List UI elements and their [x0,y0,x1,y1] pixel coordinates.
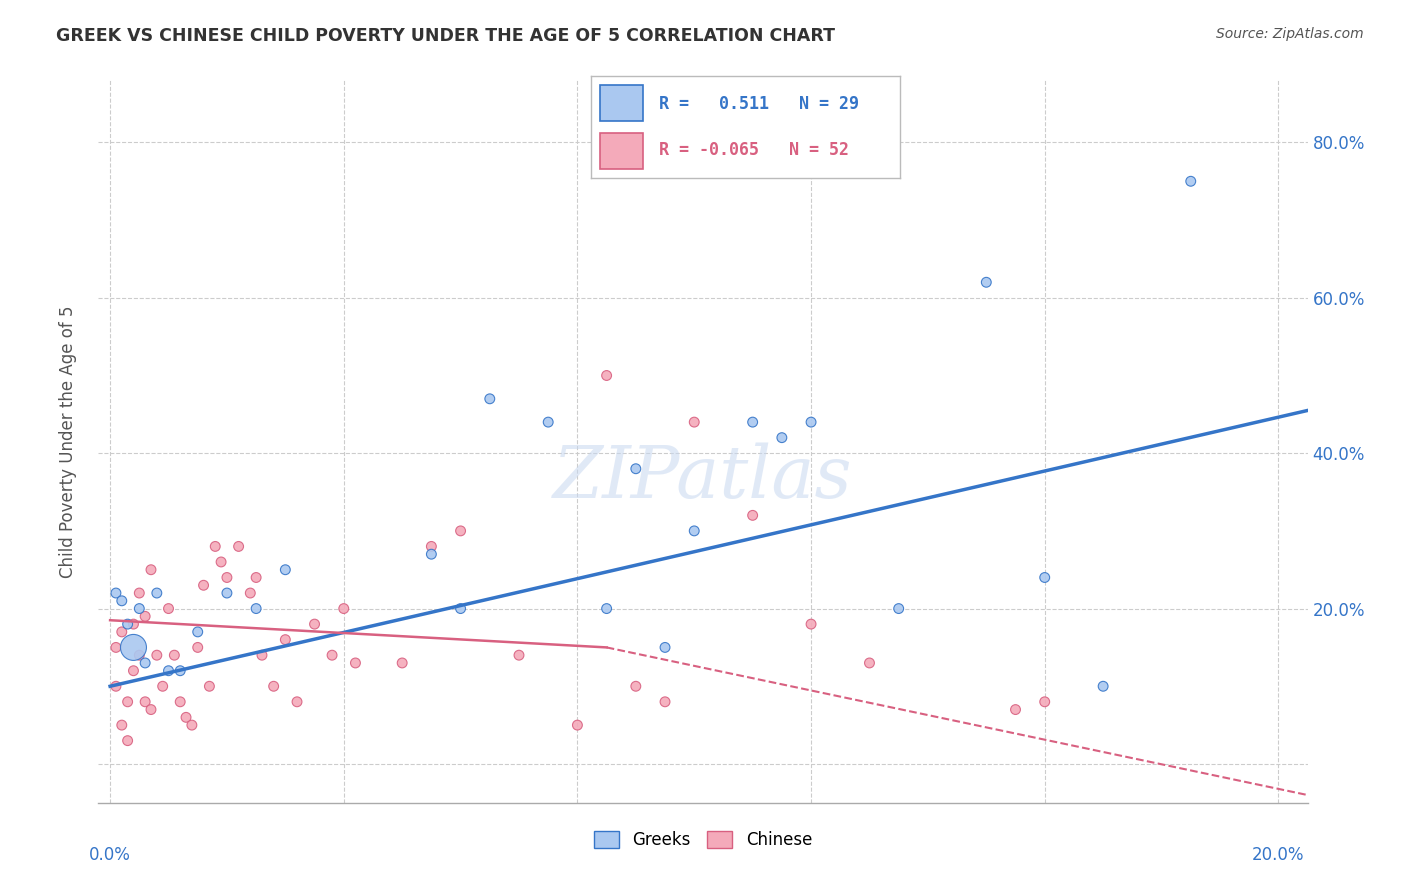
FancyBboxPatch shape [600,85,643,121]
Point [741,415,763,429]
Text: ZIPatlas: ZIPatlas [553,442,853,513]
Point [128,601,150,615]
Point [770,431,793,445]
Point [139,702,162,716]
Point [215,586,238,600]
Point [1033,570,1056,584]
Point [169,695,191,709]
Point [187,624,209,639]
Point [420,547,443,561]
Point [450,601,472,615]
Point [204,540,226,554]
Point [215,570,238,584]
Point [683,524,706,538]
Point [163,648,186,663]
Point [595,601,617,615]
Point [567,718,589,732]
Point [245,570,267,584]
Point [285,695,308,709]
Point [174,710,197,724]
Text: R =   0.511   N = 29: R = 0.511 N = 29 [658,95,859,112]
Point [654,695,676,709]
Point [450,524,472,538]
Point [157,664,180,678]
Text: R = -0.065   N = 52: R = -0.065 N = 52 [658,141,849,159]
Point [887,601,910,615]
Point [139,563,162,577]
Point [104,679,127,693]
Point [800,617,823,632]
Point [146,648,169,663]
Point [228,540,250,554]
Point [117,733,139,747]
Point [245,601,267,615]
Point [104,586,127,600]
Point [274,563,297,577]
Point [134,609,156,624]
Point [321,648,343,663]
Point [146,586,169,600]
Text: 20.0%: 20.0% [1253,846,1305,863]
Text: Source: ZipAtlas.com: Source: ZipAtlas.com [1216,27,1364,41]
Point [122,664,145,678]
Point [134,695,156,709]
Point [332,601,354,615]
Point [624,461,647,475]
Point [274,632,297,647]
Point [250,648,273,663]
Text: GREEK VS CHINESE CHILD POVERTY UNDER THE AGE OF 5 CORRELATION CHART: GREEK VS CHINESE CHILD POVERTY UNDER THE… [56,27,835,45]
Point [111,594,134,608]
Point [122,640,145,655]
Point [169,664,191,678]
Point [391,656,413,670]
Point [595,368,617,383]
Point [117,695,139,709]
Point [111,718,134,732]
Point [800,415,823,429]
Point [134,656,156,670]
Point [128,648,150,663]
Point [537,415,560,429]
Point [180,718,202,732]
Point [122,617,145,632]
Point [111,624,134,639]
Point [193,578,215,592]
Point [1033,695,1056,709]
Point [187,640,209,655]
Point [420,540,443,554]
Point [1092,679,1115,693]
Point [741,508,763,523]
Point [683,415,706,429]
Point [624,679,647,693]
Point [157,601,180,615]
Point [654,640,676,655]
FancyBboxPatch shape [600,133,643,169]
Point [1180,174,1202,188]
Point [508,648,530,663]
Point [344,656,367,670]
Point [478,392,501,406]
Point [128,586,150,600]
Y-axis label: Child Poverty Under the Age of 5: Child Poverty Under the Age of 5 [59,305,77,578]
Point [263,679,285,693]
Point [1004,702,1026,716]
Point [104,640,127,655]
Legend: Greeks, Chinese: Greeks, Chinese [588,824,818,856]
Point [239,586,262,600]
Text: 0.0%: 0.0% [89,846,131,863]
Point [209,555,232,569]
Point [304,617,326,632]
Point [858,656,880,670]
Point [974,275,997,289]
Point [152,679,174,693]
Point [198,679,221,693]
Point [117,617,139,632]
